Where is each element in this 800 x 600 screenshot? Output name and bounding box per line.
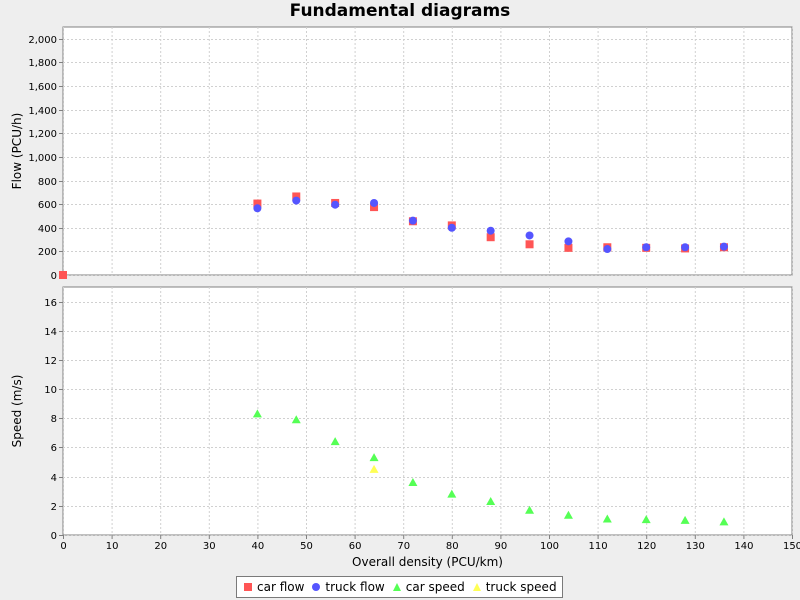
data-point-circle — [564, 237, 573, 246]
y-tick-label: 10 — [44, 385, 57, 396]
y-tick-label: 2 — [51, 502, 57, 513]
plot-area — [62, 286, 793, 536]
data-point-triangle — [447, 489, 457, 498]
y-axis-label: Speed (m/s) — [10, 375, 24, 448]
data-point-square — [253, 199, 262, 208]
legend-label: truck flow — [325, 580, 385, 594]
data-point-square — [486, 233, 495, 242]
y-tick-label: 800 — [38, 177, 57, 188]
y-tick-label: 400 — [38, 224, 57, 235]
y-tick-label: 200 — [38, 247, 57, 258]
x-tick-label: 40 — [252, 541, 265, 552]
data-point-circle — [331, 200, 340, 209]
data-point-circle — [408, 216, 417, 225]
legend-label: truck speed — [485, 580, 557, 594]
data-point-square — [292, 192, 301, 201]
data-point-triangle — [369, 453, 379, 462]
data-point-circle — [370, 198, 379, 207]
legend-item-truck-flow: truck flow — [312, 580, 385, 594]
x-tick-label: 100 — [540, 541, 559, 552]
data-point-square — [370, 203, 379, 212]
x-tick-label: 150 — [783, 541, 800, 552]
y-tick-label: 600 — [38, 200, 57, 211]
y-tick-label: 12 — [44, 356, 57, 367]
y-tick-label: 1,000 — [28, 153, 57, 164]
x-tick-label: 20 — [154, 541, 167, 552]
y-tick-label: 14 — [44, 327, 57, 338]
y-tick-label: 6 — [51, 443, 57, 454]
legend-label: car speed — [405, 580, 465, 594]
y-tick-label: 8 — [51, 414, 57, 425]
legend-item-car-flow: car flow — [244, 580, 304, 594]
x-tick-label: 80 — [446, 541, 459, 552]
data-point-triangle — [330, 437, 340, 446]
legend-triangle-icon — [392, 583, 401, 591]
x-tick-label: 10 — [106, 541, 119, 552]
legend-circle-icon — [312, 583, 321, 591]
x-tick-label: 140 — [734, 541, 753, 552]
y-tick-label: 1,800 — [28, 58, 57, 69]
data-point-triangle — [641, 515, 651, 524]
x-tick-label: 120 — [637, 541, 656, 552]
data-point-square — [525, 240, 534, 249]
y-tick-label: 4 — [51, 473, 57, 484]
data-point-triangle — [525, 505, 535, 514]
data-point-triangle — [252, 409, 262, 418]
x-tick-label: 110 — [589, 541, 608, 552]
data-point-circle — [642, 243, 651, 252]
data-point-circle — [525, 231, 534, 240]
x-axis-label: Overall density (PCU/km) — [352, 555, 503, 569]
data-point-circle — [447, 223, 456, 232]
data-point-circle — [719, 242, 728, 251]
data-point-circle — [681, 243, 690, 252]
y-tick-label: 0 — [51, 271, 57, 282]
data-point-triangle — [563, 510, 573, 519]
y-tick-label: 2,000 — [28, 35, 57, 46]
y-tick-label: 1,600 — [28, 82, 57, 93]
y-tick-label: 0 — [51, 531, 57, 542]
data-point-triangle — [291, 415, 301, 424]
y-axis-label: Flow (PCU/h) — [10, 113, 24, 190]
data-point-triangle — [486, 496, 496, 505]
legend-item-truck-speed: truck speed — [472, 580, 557, 594]
data-point-triangle — [408, 477, 418, 486]
y-tick-label: 1,400 — [28, 106, 57, 117]
x-tick-label: 70 — [397, 541, 410, 552]
data-point-square — [564, 243, 573, 252]
x-tick-label: 130 — [686, 541, 705, 552]
chart-title: Fundamental diagrams — [289, 1, 511, 21]
data-point-triangle — [719, 517, 729, 526]
data-point-triangle — [680, 515, 690, 524]
x-tick-label: 90 — [495, 541, 508, 552]
data-point-triangle — [369, 464, 379, 473]
legend: car flow truck flow car speed truck spee… — [236, 576, 563, 598]
x-tick-label: 60 — [349, 541, 362, 552]
x-tick-label: 30 — [203, 541, 216, 552]
legend-square-icon — [244, 583, 252, 591]
legend-item-car-speed: car speed — [392, 580, 465, 594]
data-point-square — [59, 271, 67, 279]
data-point-triangle — [602, 514, 612, 523]
legend-triangle-icon — [472, 583, 481, 591]
data-point-circle — [292, 196, 301, 205]
plot-area — [62, 26, 793, 276]
data-point-circle — [253, 204, 262, 213]
x-tick-label: 0 — [60, 541, 66, 552]
y-tick-label: 16 — [44, 298, 57, 309]
legend-label: car flow — [257, 580, 305, 594]
data-point-circle — [486, 226, 495, 235]
x-tick-label: 50 — [300, 541, 313, 552]
data-point-circle — [603, 245, 612, 254]
y-tick-label: 1,200 — [28, 129, 57, 140]
